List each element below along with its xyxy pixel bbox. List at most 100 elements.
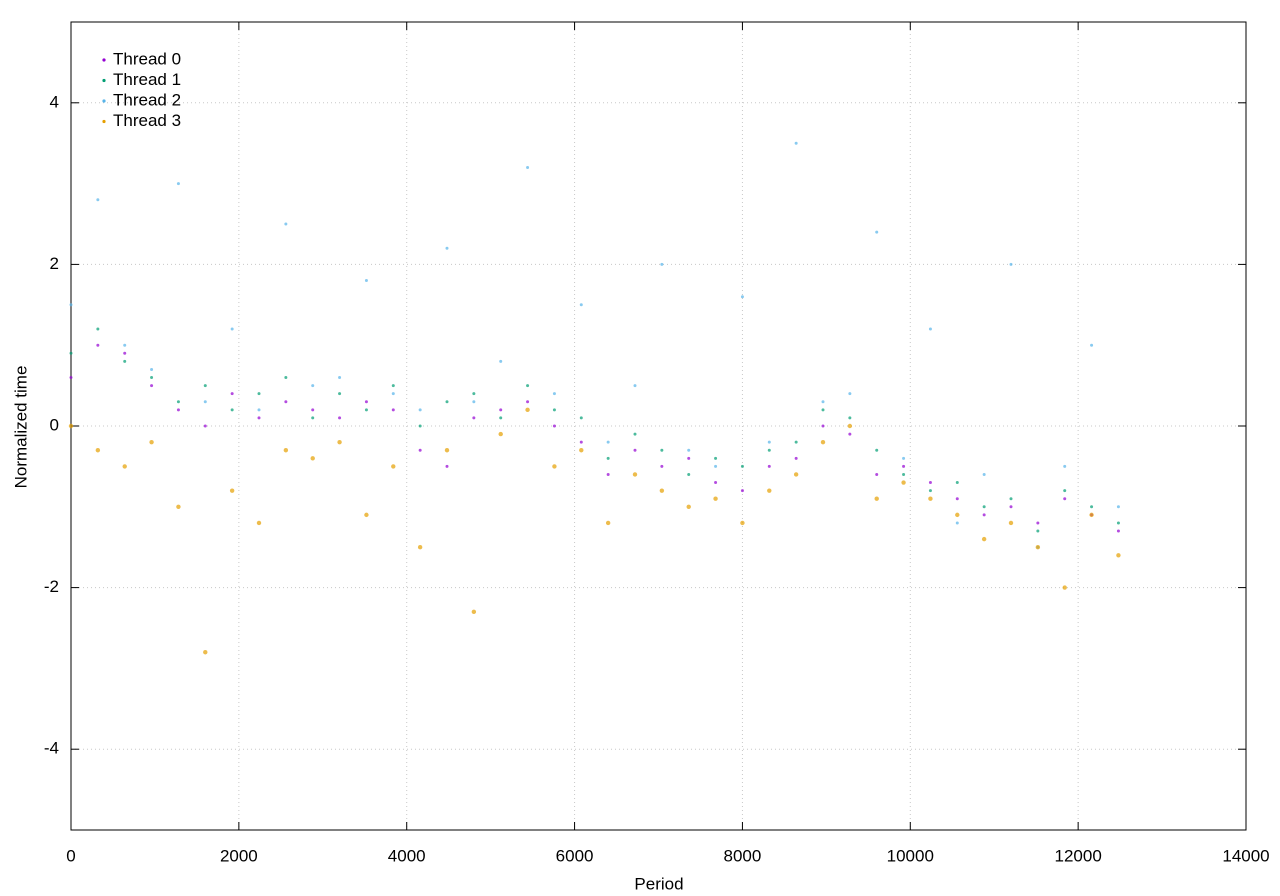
point [526,384,530,388]
point [579,440,583,444]
point [1063,489,1067,493]
point [444,448,450,453]
point [821,400,825,404]
point [123,343,127,347]
point [901,480,906,485]
point [96,343,100,347]
point [122,464,127,469]
point [68,423,74,429]
point [767,448,771,452]
point [445,400,449,404]
point [928,327,932,331]
point [874,496,879,501]
legend-marker [102,58,106,62]
point [445,246,449,250]
point [391,464,396,469]
point [1090,505,1094,509]
point [793,472,799,477]
point [150,367,154,371]
point [579,416,583,420]
point [230,392,234,396]
point [955,521,959,525]
point [472,400,476,404]
point [1063,497,1067,501]
point [794,141,798,145]
point [605,520,611,526]
point [69,303,73,307]
point [364,512,369,518]
point [1009,497,1013,501]
point [794,440,798,444]
point [499,416,503,420]
legend-marker [102,78,106,83]
point [391,384,395,388]
x-tick-label: 12000 [1055,846,1102,865]
point [687,472,691,476]
point [820,439,826,445]
x-tick-label: 8000 [724,846,762,865]
point [660,464,664,468]
point [364,279,368,283]
point [714,481,718,485]
point [632,472,638,477]
point [847,423,853,429]
point [284,376,288,380]
x-tick-label: 6000 [556,846,594,865]
point [337,439,342,445]
point [257,416,261,420]
x-axis-label: Period [634,874,683,893]
point [203,650,208,655]
point [821,408,825,412]
point [472,392,476,396]
point [552,392,556,396]
point [660,262,664,266]
point [445,464,449,468]
point [767,440,771,444]
point [229,488,235,493]
point [740,295,744,299]
point [311,384,315,388]
legend-label: Thread 3 [113,111,181,130]
point [1116,529,1120,533]
legend-label: Thread 0 [113,49,181,68]
point [418,424,422,428]
point [714,464,718,468]
point [1116,505,1120,509]
point [230,327,234,331]
point [982,505,986,509]
point [955,497,959,501]
point [310,456,315,461]
point [203,424,207,428]
point [1116,553,1121,558]
point [471,609,477,615]
point [606,440,610,444]
point [955,512,960,518]
point [525,407,530,413]
point [579,303,583,307]
point [1116,521,1120,525]
point [875,448,879,452]
point [740,489,744,493]
point [364,408,368,412]
point [338,376,342,380]
y-tick-label: 4 [50,92,59,111]
point [659,488,665,493]
point [740,464,744,468]
point [123,351,127,355]
point [149,439,154,445]
point [767,464,771,468]
point [176,400,180,404]
point [982,472,986,476]
point [848,416,852,420]
point [1035,545,1041,550]
point [311,408,315,412]
x-tick-label: 2000 [220,846,258,865]
point [955,481,959,485]
x-tick-label: 4000 [388,846,426,865]
point [176,504,181,509]
point [283,448,289,453]
point [687,448,691,452]
point [902,456,906,460]
legend-marker [102,119,106,124]
point [686,504,691,509]
